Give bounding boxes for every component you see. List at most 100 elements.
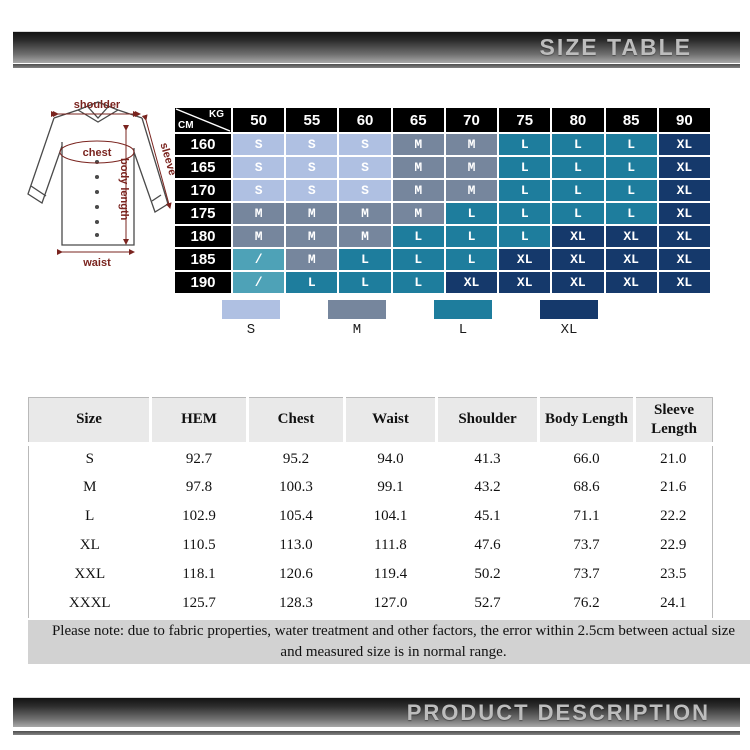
measurement-cell: 50.2 [474, 565, 501, 582]
measurement-cell: 41.3 [474, 450, 501, 467]
note-line-2: and measured size is in normal range. [280, 644, 507, 660]
matrix-weight-header: 75 [499, 108, 551, 132]
matrix-size-cell: L [605, 180, 657, 201]
product-description-banner-title: PRODUCT DESCRIPTION [406, 699, 710, 725]
matrix-size-cell: L [552, 134, 604, 155]
matrix-size-cell: XL [658, 249, 710, 270]
measurement-cell: 128.3 [279, 594, 313, 611]
measurement-cell: 127.0 [373, 594, 408, 611]
legend-label: L [458, 322, 468, 338]
matrix-size-cell: L [499, 157, 551, 178]
matrix-size-cell: L [499, 180, 551, 201]
measurement-cell: 110.5 [182, 536, 216, 553]
measurement-cell: 47.6 [474, 536, 501, 553]
measurement-row: S 92.7 95.2 94.0 41.3 66.0 21.0 [29, 444, 713, 473]
matrix-size-cell: L [392, 249, 444, 270]
matrix-size-cell: L [445, 226, 498, 247]
matrix-size-cell: XL [552, 272, 604, 293]
matrix-size-cell: L [552, 180, 604, 201]
matrix-weight-header: 70 [445, 108, 498, 132]
matrix-size-cell: L [445, 249, 498, 270]
corner-diagonal-line [175, 108, 231, 132]
matrix-size-cell: M [445, 134, 498, 155]
matrix-size-cell: S [233, 134, 285, 155]
legend-item: M [328, 300, 386, 338]
measurement-cell: 71.1 [573, 507, 600, 524]
measurement-row: XXL 118.1 120.6 119.4 50.2 73.7 23.5 [29, 560, 713, 589]
chest-label: chest [83, 147, 112, 159]
matrix-size-cell: M [339, 203, 391, 224]
size-table-banner-underline [13, 64, 740, 68]
matrix-size-cell: S [286, 157, 338, 178]
measurement-cell: L [85, 507, 95, 524]
legend-item: S [222, 300, 280, 338]
matrix-size-cell: S [286, 134, 338, 155]
measurement-cell: 73.7 [573, 565, 600, 582]
measurement-cell: 119.4 [373, 565, 408, 582]
matrix-weight-header: 65 [392, 108, 444, 132]
size-table-banner: SIZE TABLE [13, 31, 740, 63]
measurement-table-header-row: Size HEM Chest Waist Shoulder Body Length Slee… [28, 397, 713, 446]
measurement-cell: XXL [74, 565, 106, 582]
matrix-weight-header: 50 [233, 108, 285, 132]
measurement-cell: 113.0 [279, 536, 313, 553]
measurement-cell: 73.7 [573, 536, 600, 553]
matrix-size-cell: L [552, 203, 604, 224]
matrix-size-cell: L [605, 134, 657, 155]
matrix-size-cell: M [445, 157, 498, 178]
matrix-corner-cell: KG CM [175, 108, 231, 132]
measurement-column-header: Sleeve Length [633, 397, 713, 446]
matrix-size-cell: M [339, 226, 391, 247]
matrix-size-cell: L [552, 157, 604, 178]
matrix-height-label: 180 [175, 226, 231, 247]
measurement-cell: 111.8 [374, 536, 407, 553]
legend-label: M [352, 322, 362, 338]
measurement-cell: 95.2 [282, 450, 310, 467]
measurement-row: M 97.8 100.3 99.1 43.2 68.6 21.6 [29, 473, 713, 502]
size-legend: S M L XL [222, 300, 598, 338]
matrix-size-cell: S [286, 180, 338, 201]
matrix-size-cell: XL [658, 272, 710, 293]
measurement-cell: 43.2 [474, 478, 501, 495]
matrix-size-cell: XL [552, 226, 604, 247]
body-length-label: body length [118, 158, 130, 221]
matrix-size-cell: M [445, 180, 498, 201]
matrix-size-cell: XL [658, 134, 710, 155]
matrix-size-cell: XL [552, 249, 604, 270]
matrix-size-cell: M [392, 180, 444, 201]
measurement-cell: 125.7 [182, 594, 216, 611]
measurement-cell: M [83, 478, 97, 495]
matrix-size-cell: L [392, 226, 444, 247]
matrix-size-cell: L [499, 226, 551, 247]
matrix-weight-header: 80 [552, 108, 604, 132]
measurement-table-wrap: Size HEM Chest Waist Shoulder Body Length Slee… [28, 397, 713, 618]
matrix-size-cell: XL [658, 203, 710, 224]
matrix-size-cell: XL [499, 249, 551, 270]
matrix-size-cell: L [339, 272, 391, 293]
note-line-1: Please note: due to fabric properties, w… [51, 623, 736, 639]
measurement-cell: 23.5 [660, 565, 687, 582]
measurement-cell: 68.6 [573, 478, 600, 495]
matrix-size-cell: M [286, 226, 338, 247]
legend-swatch [328, 300, 386, 319]
matrix-size-cell: M [286, 203, 338, 224]
measurement-cell: 24.1 [660, 594, 687, 611]
measurement-row: XXXL 125.7 128.3 127.0 52.7 76.2 24.1 [29, 589, 713, 618]
matrix-height-label: 175 [175, 203, 231, 224]
matrix-size-cell: M [392, 157, 444, 178]
measurement-cell: 99.1 [377, 478, 404, 495]
legend-swatch [222, 300, 280, 319]
measurement-table: Size HEM Chest Waist Shoulder Body Length Slee… [28, 397, 713, 618]
measurement-cell: 102.9 [182, 507, 216, 524]
measurement-cell: XL [79, 536, 100, 553]
matrix-size-cell: M [392, 134, 444, 155]
measurement-cell: XXXL [68, 594, 111, 611]
measurement-column-header: Size [28, 397, 151, 446]
matrix-size-cell: M [233, 203, 285, 224]
shirt-measurement-diagram: shoulder chest sleeve body length waist [27, 99, 177, 269]
matrix-height-label: 160 [175, 134, 231, 155]
measurement-cell: 66.0 [573, 450, 600, 467]
matrix-size-cell: S [339, 134, 391, 155]
legend-item: L [434, 300, 492, 338]
